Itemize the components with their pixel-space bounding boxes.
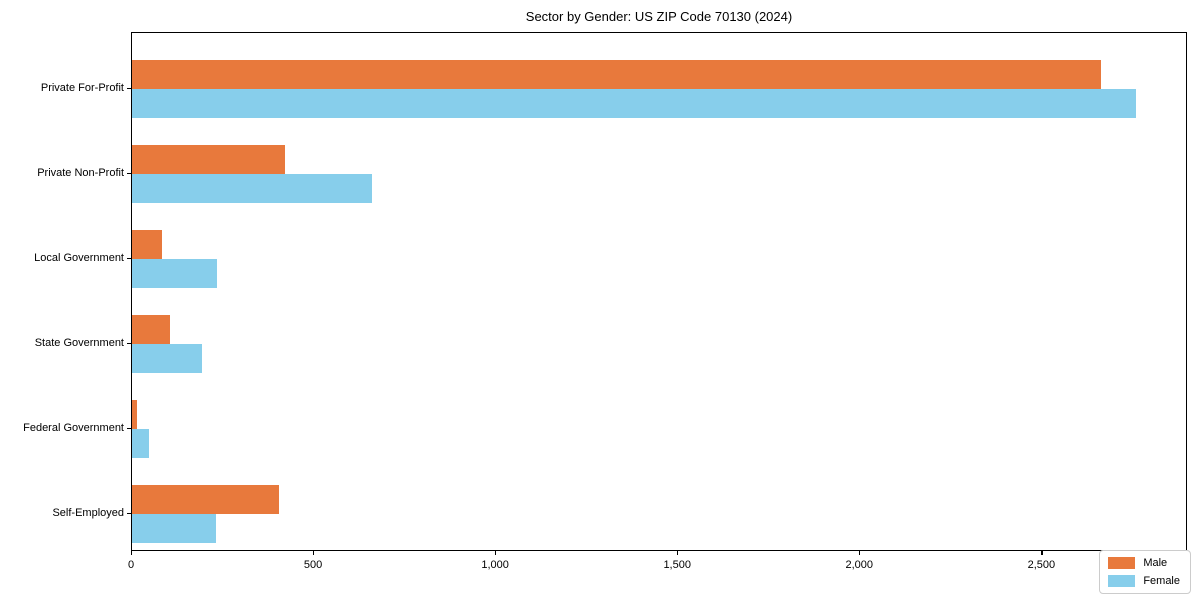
bar-male-5: [132, 485, 280, 514]
bar-female-1: [132, 174, 372, 203]
legend-label: Male: [1143, 557, 1168, 569]
legend-entry-female: Female: [1108, 575, 1180, 587]
x-tick-label: 1,000: [481, 559, 509, 571]
y-tick-mark: [127, 427, 131, 429]
y-tick-label: Local Government: [34, 252, 124, 264]
bar-female-4: [132, 429, 149, 458]
x-tick-label: 500: [303, 559, 323, 571]
bar-female-3: [132, 344, 202, 373]
x-tick-label: 0: [127, 559, 135, 571]
legend-entry-male: Male: [1108, 557, 1180, 569]
y-tick-label: Self-Employed: [52, 507, 124, 519]
bar-male-4: [132, 400, 138, 429]
bar-female-5: [132, 514, 217, 543]
y-tick-mark: [127, 257, 131, 259]
legend-swatch-icon: [1108, 557, 1136, 569]
y-tick-label: Private Non-Profit: [37, 167, 124, 179]
chart-title: Sector by Gender: US ZIP Code 70130 (202…: [525, 9, 793, 24]
legend-swatch-icon: [1108, 575, 1136, 587]
y-tick-mark: [127, 512, 131, 514]
x-tick-mark: [1041, 551, 1043, 555]
bar-female-2: [132, 259, 217, 288]
y-tick-label: Private For-Profit: [40, 82, 124, 94]
y-tick-mark: [127, 87, 131, 89]
x-tick-mark: [677, 551, 679, 555]
legend: Male Female: [1099, 550, 1191, 594]
bar-male-1: [132, 145, 286, 174]
bar-female-0: [132, 89, 1137, 118]
legend-label: Female: [1143, 575, 1180, 587]
y-tick-mark: [127, 172, 131, 174]
x-tick-mark: [131, 551, 133, 555]
bar-male-3: [132, 315, 170, 344]
y-tick-label: State Government: [34, 337, 124, 349]
bar-male-2: [132, 230, 162, 259]
x-tick-label: 2,500: [1027, 559, 1056, 571]
bar-male-0: [132, 60, 1101, 89]
x-tick-label: 1,500: [663, 559, 691, 571]
x-tick-mark: [859, 551, 861, 555]
x-tick-label: 2,000: [845, 559, 874, 571]
y-tick-label: Federal Government: [23, 422, 124, 434]
x-tick-mark: [495, 551, 497, 555]
plot-area: [131, 32, 1187, 551]
y-tick-mark: [127, 342, 131, 344]
x-tick-mark: [313, 551, 315, 555]
